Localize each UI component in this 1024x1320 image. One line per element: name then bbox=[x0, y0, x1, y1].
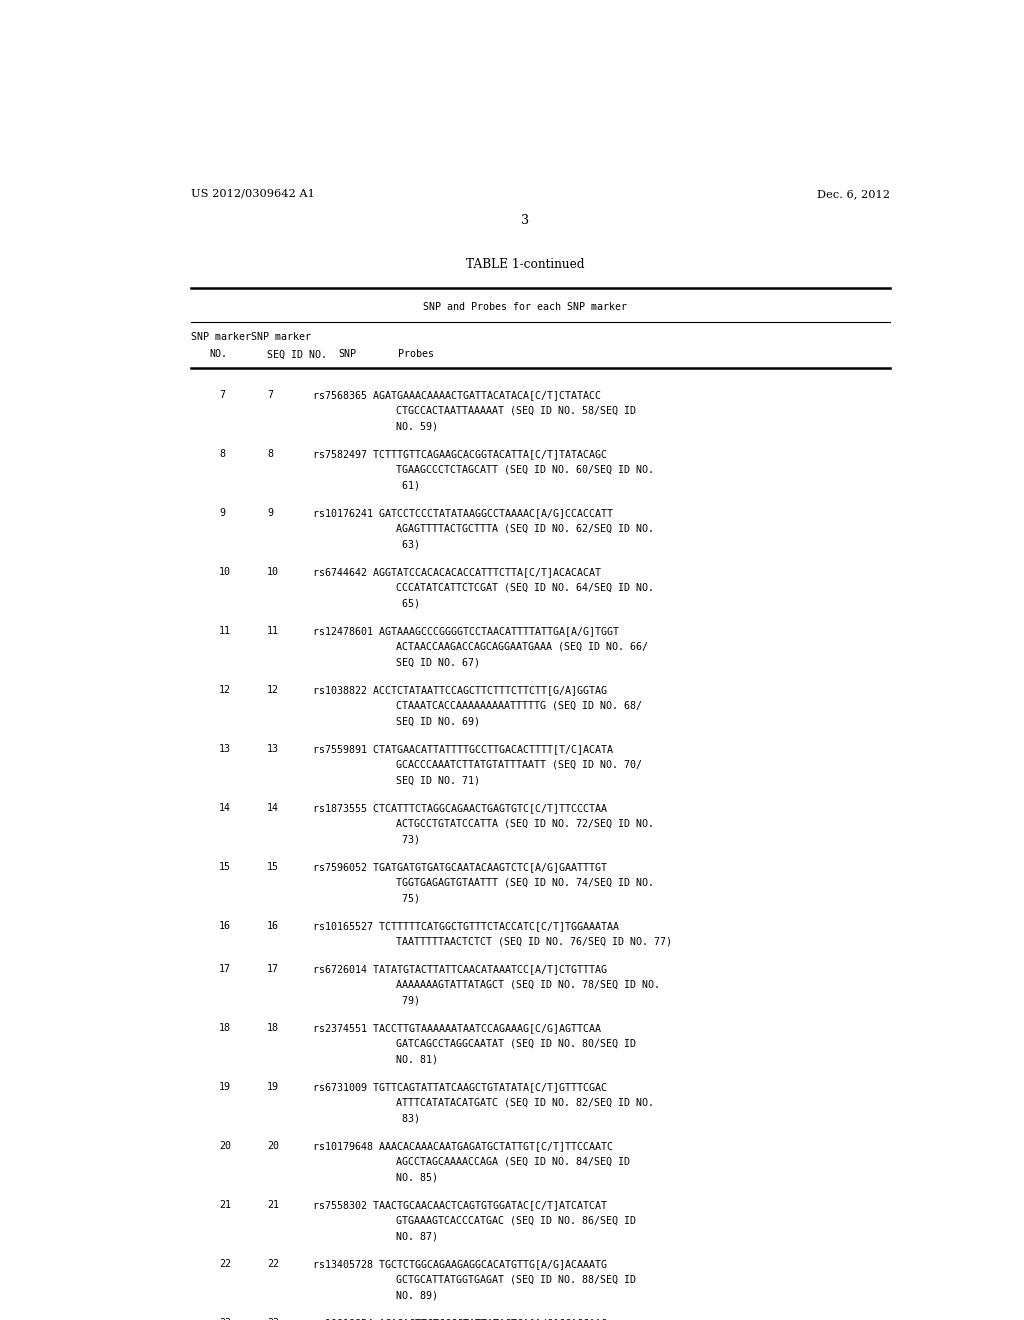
Text: NO. 59): NO. 59) bbox=[396, 421, 438, 432]
Text: 65): 65) bbox=[396, 598, 420, 609]
Text: rs1038822 ACCTCTATAATTCCAGCTTCTTTCTTCTT[G/A]GGTAG: rs1038822 ACCTCTATAATTCCAGCTTCTTTCTTCTT[… bbox=[313, 685, 607, 694]
Text: 9: 9 bbox=[267, 508, 272, 517]
Text: AGAGTTTTACTGCTTTA (SEQ ID NO. 62/SEQ ID NO.: AGAGTTTTACTGCTTTA (SEQ ID NO. 62/SEQ ID … bbox=[396, 524, 654, 533]
Text: 73): 73) bbox=[396, 834, 420, 845]
Text: rs12478601 AGTAAAGCCCGGGGTCCTAACATTTTATTGA[A/G]TGGT: rs12478601 AGTAAAGCCCGGGGTCCTAACATTTTATT… bbox=[313, 626, 618, 636]
Text: GATCAGCCTAGGCAATAT (SEQ ID NO. 80/SEQ ID: GATCAGCCTAGGCAATAT (SEQ ID NO. 80/SEQ ID bbox=[396, 1039, 636, 1048]
Text: AAAAAAAGTATTATAGCT (SEQ ID NO. 78/SEQ ID NO.: AAAAAAAGTATTATAGCT (SEQ ID NO. 78/SEQ ID… bbox=[396, 979, 660, 990]
Text: NO. 87): NO. 87) bbox=[396, 1232, 438, 1241]
Text: 15: 15 bbox=[267, 862, 279, 871]
Text: rs7596052 TGATGATGTGATGCAATACAAGTCTC[A/G]GAATTTGT: rs7596052 TGATGATGTGATGCAATACAAGTCTC[A/G… bbox=[313, 862, 607, 871]
Text: TABLE 1-continued: TABLE 1-continued bbox=[466, 257, 584, 271]
Text: NO. 81): NO. 81) bbox=[396, 1055, 438, 1064]
Text: 3: 3 bbox=[521, 214, 528, 227]
Text: rs6744642 AGGTATCCACACACACCATTTCTTA[C/T]ACACACAT: rs6744642 AGGTATCCACACACACCATTTCTTA[C/T]… bbox=[313, 568, 601, 577]
Text: GTGAAAGTCACCCATGAC (SEQ ID NO. 86/SEQ ID: GTGAAAGTCACCCATGAC (SEQ ID NO. 86/SEQ ID bbox=[396, 1216, 636, 1225]
Text: Probes: Probes bbox=[397, 350, 434, 359]
Text: US 2012/0309642 A1: US 2012/0309642 A1 bbox=[191, 189, 315, 199]
Text: 19: 19 bbox=[267, 1082, 279, 1092]
Text: 20: 20 bbox=[219, 1140, 231, 1151]
Text: 12: 12 bbox=[219, 685, 231, 694]
Text: 14: 14 bbox=[219, 803, 231, 813]
Text: rs7568365 AGATGAAACAAAACTGATTACATACA[C/T]CTATACC: rs7568365 AGATGAAACAAAACTGATTACATACA[C/T… bbox=[313, 391, 601, 400]
Text: 79): 79) bbox=[396, 995, 420, 1006]
Text: 83): 83) bbox=[396, 1113, 420, 1123]
Text: 17: 17 bbox=[219, 964, 231, 974]
Text: rs1873555 CTCATTTCTAGGCAGAACTGAGTGTC[C/T]TTCCCTAA: rs1873555 CTCATTTCTAGGCAGAACTGAGTGTC[C/T… bbox=[313, 803, 607, 813]
Text: ACTGCCTGTATCCATTA (SEQ ID NO. 72/SEQ ID NO.: ACTGCCTGTATCCATTA (SEQ ID NO. 72/SEQ ID … bbox=[396, 818, 654, 829]
Text: rs7558302 TAACTGCAACAACTCAGTGTGGATAC[C/T]ATCATCAT: rs7558302 TAACTGCAACAACTCAGTGTGGATAC[C/T… bbox=[313, 1200, 607, 1209]
Text: CTGCCACTAATTAAAAAT (SEQ ID NO. 58/SEQ ID: CTGCCACTAATTAAAAAT (SEQ ID NO. 58/SEQ ID bbox=[396, 405, 636, 416]
Text: rs10176241 GATCCTCCCTATATAAGGCCTAAAAC[A/G]CCACCATT: rs10176241 GATCCTCCCTATATAAGGCCTAAAAC[A/… bbox=[313, 508, 613, 517]
Text: 63): 63) bbox=[396, 540, 420, 549]
Text: 7: 7 bbox=[267, 391, 272, 400]
Text: ATTTCATATACATGATC (SEQ ID NO. 82/SEQ ID NO.: ATTTCATATACATGATC (SEQ ID NO. 82/SEQ ID … bbox=[396, 1097, 654, 1107]
Text: SEQ ID NO.: SEQ ID NO. bbox=[267, 350, 327, 359]
Text: 18: 18 bbox=[219, 1023, 231, 1032]
Text: CTAAATCACCAAAAAAAAATTTTTG (SEQ ID NO. 68/: CTAAATCACCAAAAAAAAATTTTTG (SEQ ID NO. 68… bbox=[396, 701, 642, 710]
Text: 23: 23 bbox=[219, 1317, 231, 1320]
Text: 17: 17 bbox=[267, 964, 279, 974]
Text: 7: 7 bbox=[219, 391, 225, 400]
Text: 16: 16 bbox=[219, 920, 231, 931]
Text: SNP and Probes for each SNP marker: SNP and Probes for each SNP marker bbox=[423, 302, 627, 312]
Text: 23: 23 bbox=[267, 1317, 279, 1320]
Text: TAATTTTTAACTCTCT (SEQ ID NO. 76/SEQ ID NO. 77): TAATTTTTAACTCTCT (SEQ ID NO. 76/SEQ ID N… bbox=[396, 936, 672, 946]
Text: AGCCTAGCAAAACCAGA (SEQ ID NO. 84/SEQ ID: AGCCTAGCAAAACCAGA (SEQ ID NO. 84/SEQ ID bbox=[396, 1156, 630, 1167]
Text: NO. 85): NO. 85) bbox=[396, 1172, 438, 1183]
Text: NO.: NO. bbox=[209, 350, 227, 359]
Text: rs10179648 AAACACAAACAATGAGATGCTATTGT[C/T]TTCCAATC: rs10179648 AAACACAAACAATGAGATGCTATTGT[C/… bbox=[313, 1140, 613, 1151]
Text: 8: 8 bbox=[219, 449, 225, 459]
Text: TGGTGAGAGTGTAATTT (SEQ ID NO. 74/SEQ ID NO.: TGGTGAGAGTGTAATTT (SEQ ID NO. 74/SEQ ID … bbox=[396, 878, 654, 887]
Text: GCACCCAAATCTTATGTATTTAATT (SEQ ID NO. 70/: GCACCCAAATCTTATGTATTTAATT (SEQ ID NO. 70… bbox=[396, 759, 642, 770]
Text: GCTGCATTATGGTGAGAT (SEQ ID NO. 88/SEQ ID: GCTGCATTATGGTGAGAT (SEQ ID NO. 88/SEQ ID bbox=[396, 1274, 636, 1284]
Text: 8: 8 bbox=[267, 449, 272, 459]
Text: rs7559891 CTATGAACATTATTTTGCCTTGACACTTTT[T/C]ACATA: rs7559891 CTATGAACATTATTTTGCCTTGACACTTTT… bbox=[313, 744, 613, 754]
Text: rs2374551 TACCTTGTAAAAAATAATCCAGAAAG[C/G]AGTTCAA: rs2374551 TACCTTGTAAAAAATAATCCAGAAAG[C/G… bbox=[313, 1023, 601, 1032]
Text: SEQ ID NO. 71): SEQ ID NO. 71) bbox=[396, 775, 480, 785]
Text: 10: 10 bbox=[219, 568, 231, 577]
Text: 11: 11 bbox=[267, 626, 279, 636]
Text: rs6726014 TATATGTACTTATTCAACATAAATCC[A/T]CTGTTTAG: rs6726014 TATATGTACTTATTCAACATAAATCC[A/T… bbox=[313, 964, 607, 974]
Text: rs6731009 TGTTCAGTATTATCAAGCTGTATATA[C/T]GTTTCGAC: rs6731009 TGTTCAGTATTATCAAGCTGTATATA[C/T… bbox=[313, 1082, 607, 1092]
Text: rs10818854 ACACACTTCTCCCCTATTATACTCA[A/G]CCAGCAAG: rs10818854 ACACACTTCTCCCCTATTATACTCA[A/G… bbox=[313, 1317, 607, 1320]
Text: 10: 10 bbox=[267, 568, 279, 577]
Text: SNP markerSNP marker: SNP markerSNP marker bbox=[191, 333, 311, 342]
Text: 22: 22 bbox=[219, 1259, 231, 1269]
Text: 18: 18 bbox=[267, 1023, 279, 1032]
Text: 20: 20 bbox=[267, 1140, 279, 1151]
Text: SEQ ID NO. 69): SEQ ID NO. 69) bbox=[396, 717, 480, 726]
Text: 19: 19 bbox=[219, 1082, 231, 1092]
Text: 21: 21 bbox=[267, 1200, 279, 1209]
Text: 75): 75) bbox=[396, 894, 420, 903]
Text: NO. 89): NO. 89) bbox=[396, 1290, 438, 1300]
Text: 22: 22 bbox=[267, 1259, 279, 1269]
Text: 61): 61) bbox=[396, 480, 420, 491]
Text: 21: 21 bbox=[219, 1200, 231, 1209]
Text: SNP: SNP bbox=[338, 350, 356, 359]
Text: 13: 13 bbox=[267, 744, 279, 754]
Text: 14: 14 bbox=[267, 803, 279, 813]
Text: Dec. 6, 2012: Dec. 6, 2012 bbox=[817, 189, 890, 199]
Text: 12: 12 bbox=[267, 685, 279, 694]
Text: rs13405728 TGCTCTGGCAGAAGAGGCACATGTTG[A/G]ACAAATG: rs13405728 TGCTCTGGCAGAAGAGGCACATGTTG[A/… bbox=[313, 1259, 607, 1269]
Text: rs10165527 TCTTTTTCATGGCTGTTTCTACCATC[C/T]TGGAAATAA: rs10165527 TCTTTTTCATGGCTGTTTCTACCATC[C/… bbox=[313, 920, 618, 931]
Text: rs7582497 TCTTTGTTCAGAAGCACGGTACATTA[C/T]TATACAGC: rs7582497 TCTTTGTTCAGAAGCACGGTACATTA[C/T… bbox=[313, 449, 607, 459]
Text: ACTAACCAAGACCAGCAGGAATGAAA (SEQ ID NO. 66/: ACTAACCAAGACCAGCAGGAATGAAA (SEQ ID NO. 6… bbox=[396, 642, 648, 652]
Text: SEQ ID NO. 67): SEQ ID NO. 67) bbox=[396, 657, 480, 668]
Text: 11: 11 bbox=[219, 626, 231, 636]
Text: 9: 9 bbox=[219, 508, 225, 517]
Text: 15: 15 bbox=[219, 862, 231, 871]
Text: TGAAGCCCTCTAGCATT (SEQ ID NO. 60/SEQ ID NO.: TGAAGCCCTCTAGCATT (SEQ ID NO. 60/SEQ ID … bbox=[396, 465, 654, 475]
Text: CCCATATCATTCTCGAT (SEQ ID NO. 64/SEQ ID NO.: CCCATATCATTCTCGAT (SEQ ID NO. 64/SEQ ID … bbox=[396, 582, 654, 593]
Text: 13: 13 bbox=[219, 744, 231, 754]
Text: 16: 16 bbox=[267, 920, 279, 931]
